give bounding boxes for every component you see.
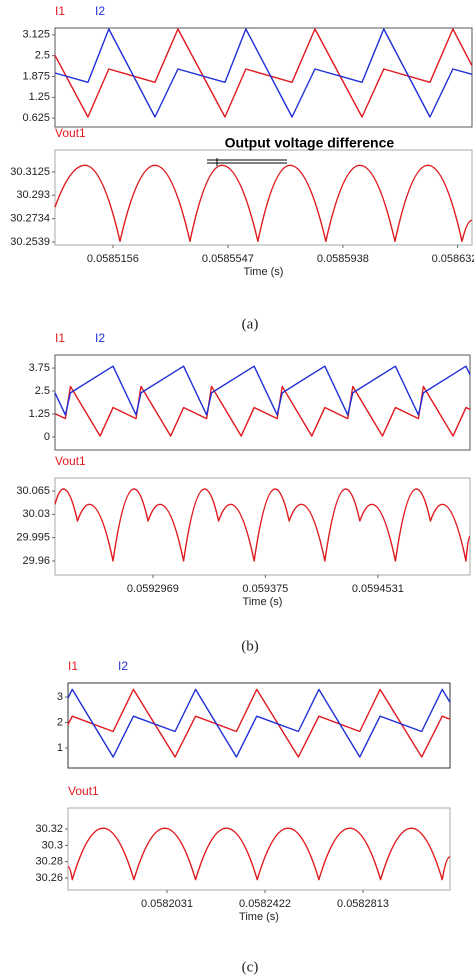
series-line	[54, 385, 471, 437]
x-tick-label: 0.0585547	[202, 253, 254, 265]
x-axis-label: Time (s)	[243, 596, 283, 608]
legend-entry: Vout1	[68, 784, 99, 798]
caption: (c)	[242, 959, 259, 975]
series-line	[54, 365, 471, 416]
y-tick-label: 3.75	[29, 362, 50, 374]
plot-frame	[67, 807, 451, 891]
series-line	[54, 28, 473, 118]
annotation: Output voltage difference	[225, 135, 395, 151]
y-tick-label: 30.03	[22, 508, 50, 520]
caption: (a)	[242, 316, 259, 332]
plot-frame	[54, 27, 473, 128]
x-tick-label: 0.0582813	[337, 898, 389, 910]
y-tick-label: 1.25	[29, 91, 50, 103]
y-tick-label: 30.2734	[10, 213, 50, 225]
y-tick-label: 1.875	[22, 70, 50, 82]
x-axis-label: Time (s)	[239, 911, 279, 923]
y-tick-label: 1	[57, 742, 63, 754]
plot-frame	[54, 149, 473, 246]
series-line	[54, 488, 471, 562]
y-tick-label: 30.065	[16, 485, 50, 497]
x-axis-label: Time (s)	[244, 266, 284, 278]
y-tick-label: 3	[57, 691, 63, 703]
legend-entry: I1	[68, 659, 78, 673]
y-tick-label: 30.3	[42, 839, 63, 851]
x-tick-label: 0.0582422	[239, 898, 291, 910]
legend-entry: I2	[95, 4, 105, 18]
legend-entry: I1	[55, 4, 65, 18]
y-tick-label: 30.293	[16, 189, 50, 201]
x-tick-label: 0.0594531	[352, 583, 404, 595]
y-tick-label: 30.32	[35, 823, 63, 835]
y-tick-label: 2	[57, 716, 63, 728]
x-tick-label: 0.059375	[242, 583, 288, 595]
y-tick-label: 1.25	[29, 408, 50, 420]
series-line	[67, 827, 451, 881]
y-tick-label: 0	[44, 431, 50, 443]
y-tick-label: 0.625	[22, 112, 50, 124]
y-tick-label: 30.28	[35, 856, 63, 868]
x-tick-label: 0.0586328	[432, 253, 474, 265]
y-tick-label: 30.3125	[10, 166, 50, 178]
x-tick-label: 0.0582031	[141, 898, 193, 910]
caption: (b)	[241, 638, 259, 654]
y-tick-label: 29.995	[16, 532, 50, 544]
x-tick-label: 0.0585938	[317, 253, 369, 265]
legend-entry: Vout1	[55, 454, 86, 468]
y-tick-label: 3.125	[22, 29, 50, 41]
plot-frame	[54, 477, 471, 576]
series-line	[67, 688, 451, 758]
y-tick-label: 30.26	[35, 872, 63, 884]
legend-entry: I2	[95, 331, 105, 345]
y-tick-label: 2.5	[35, 385, 50, 397]
legend-entry: Vout1	[55, 126, 86, 140]
y-tick-label: 29.96	[22, 555, 50, 567]
series-line	[67, 688, 451, 758]
x-tick-label: 0.0592969	[127, 583, 179, 595]
x-tick-label: 0.0585156	[87, 253, 139, 265]
legend-entry: I2	[118, 659, 128, 673]
y-tick-label: 30.2539	[10, 236, 50, 248]
legend-entry: I1	[55, 331, 65, 345]
plot-frame	[67, 682, 451, 769]
plot-frame	[54, 354, 471, 451]
series-line	[54, 28, 473, 118]
series-line	[54, 164, 473, 242]
y-tick-label: 2.5	[35, 50, 50, 62]
